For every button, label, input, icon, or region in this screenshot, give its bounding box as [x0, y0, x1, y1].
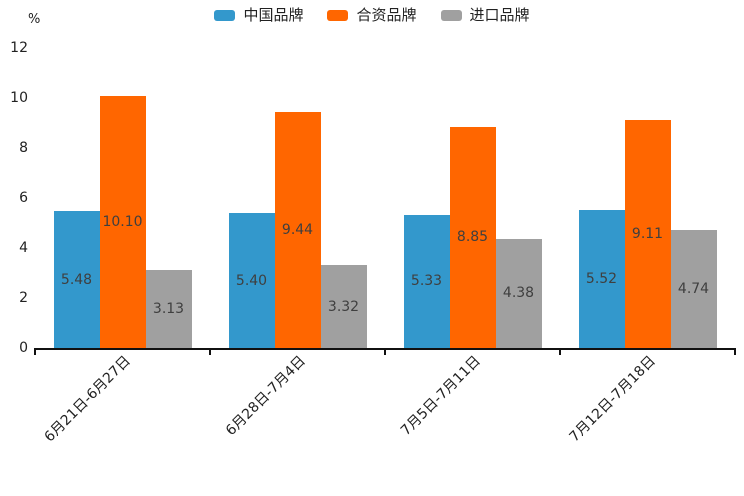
- x-axis-tick: [734, 348, 736, 355]
- bar-value-label: 4.74: [677, 280, 710, 297]
- y-axis-tick-label: 2: [19, 290, 28, 306]
- x-axis-tick: [34, 348, 36, 355]
- y-axis-tick-label: 12: [10, 40, 28, 56]
- bar-china-brand: 5.40: [228, 213, 275, 348]
- y-axis-unit-label: %: [28, 12, 41, 27]
- bar-value-label: 5.48: [60, 271, 93, 288]
- y-axis-tick-label: 10: [10, 90, 28, 106]
- legend-item-import-brand[interactable]: 进口品牌: [440, 6, 530, 25]
- bar-value-label: 8.85: [456, 229, 489, 246]
- legend-label: 中国品牌: [243, 6, 304, 24]
- bar-value-label: 3.13: [152, 300, 185, 317]
- bar-group-1: 5.48 10.10 3.13: [35, 48, 210, 348]
- bar-value-label: 3.32: [327, 298, 360, 315]
- bar-china-brand: 5.48: [53, 211, 100, 348]
- y-axis-tick-label: 0: [19, 340, 28, 356]
- plot-area: 5.48 10.10 3.13 5.40 9.44 3.32 5.33 8.85 4.38 5.5…: [35, 48, 735, 348]
- y-axis-tick-label: 4: [19, 240, 28, 256]
- bar-value-label: 9.44: [281, 222, 314, 238]
- bar-import-brand: 3.13: [145, 269, 192, 348]
- x-axis-label: 6月21日-6月27日: [41, 353, 134, 446]
- legend-label: 进口品牌: [469, 6, 530, 24]
- x-axis-tick: [384, 348, 386, 355]
- bar-value-label: 5.33: [410, 273, 443, 290]
- bar-group-3: 5.33 8.85 4.38: [385, 48, 560, 348]
- legend-marker-import-brand: [440, 10, 462, 21]
- bar-value-label: 4.38: [502, 285, 535, 302]
- legend: 中国品牌 合资品牌 进口品牌: [0, 6, 744, 25]
- y-axis-tick-label: 8: [19, 140, 28, 156]
- bar-joint-venture-brand: 8.85: [449, 126, 496, 348]
- bar-value-label: 9.11: [631, 226, 664, 243]
- x-axis-tick: [559, 348, 561, 355]
- y-axis-tick-label: 6: [19, 190, 28, 206]
- bar-import-brand: 4.38: [495, 238, 542, 348]
- bar-import-brand: 4.74: [670, 229, 717, 348]
- bar-value-label: 10.10: [102, 213, 143, 230]
- x-axis-label: 6月28日-7月4日: [222, 353, 309, 439]
- x-axis-tick: [209, 348, 211, 355]
- bar-import-brand: 3.32: [320, 265, 367, 348]
- bar-joint-venture-brand: 9.11: [624, 120, 671, 348]
- bar-group-4: 5.52 9.11 4.74: [560, 48, 735, 348]
- legend-marker-joint-venture-brand: [327, 10, 349, 21]
- bar-joint-venture-brand: 10.10: [99, 95, 146, 348]
- legend-marker-china-brand: [214, 10, 236, 21]
- bar-china-brand: 5.33: [403, 214, 450, 348]
- bar-group-2: 5.40 9.44 3.32: [210, 48, 385, 348]
- legend-item-china-brand[interactable]: 中国品牌: [214, 6, 303, 25]
- legend-item-joint-venture-brand[interactable]: 合资品牌: [327, 6, 417, 25]
- bar-joint-venture-brand: 9.44: [274, 112, 321, 348]
- x-axis-label: 7月5日-7月11日: [397, 353, 484, 439]
- x-axis-label: 7月12日-7月18日: [566, 353, 659, 446]
- bar-value-label: 5.40: [235, 272, 268, 289]
- bar-value-label: 5.52: [585, 271, 618, 287]
- legend-label: 合资品牌: [356, 6, 417, 24]
- bar-china-brand: 5.52: [578, 210, 625, 348]
